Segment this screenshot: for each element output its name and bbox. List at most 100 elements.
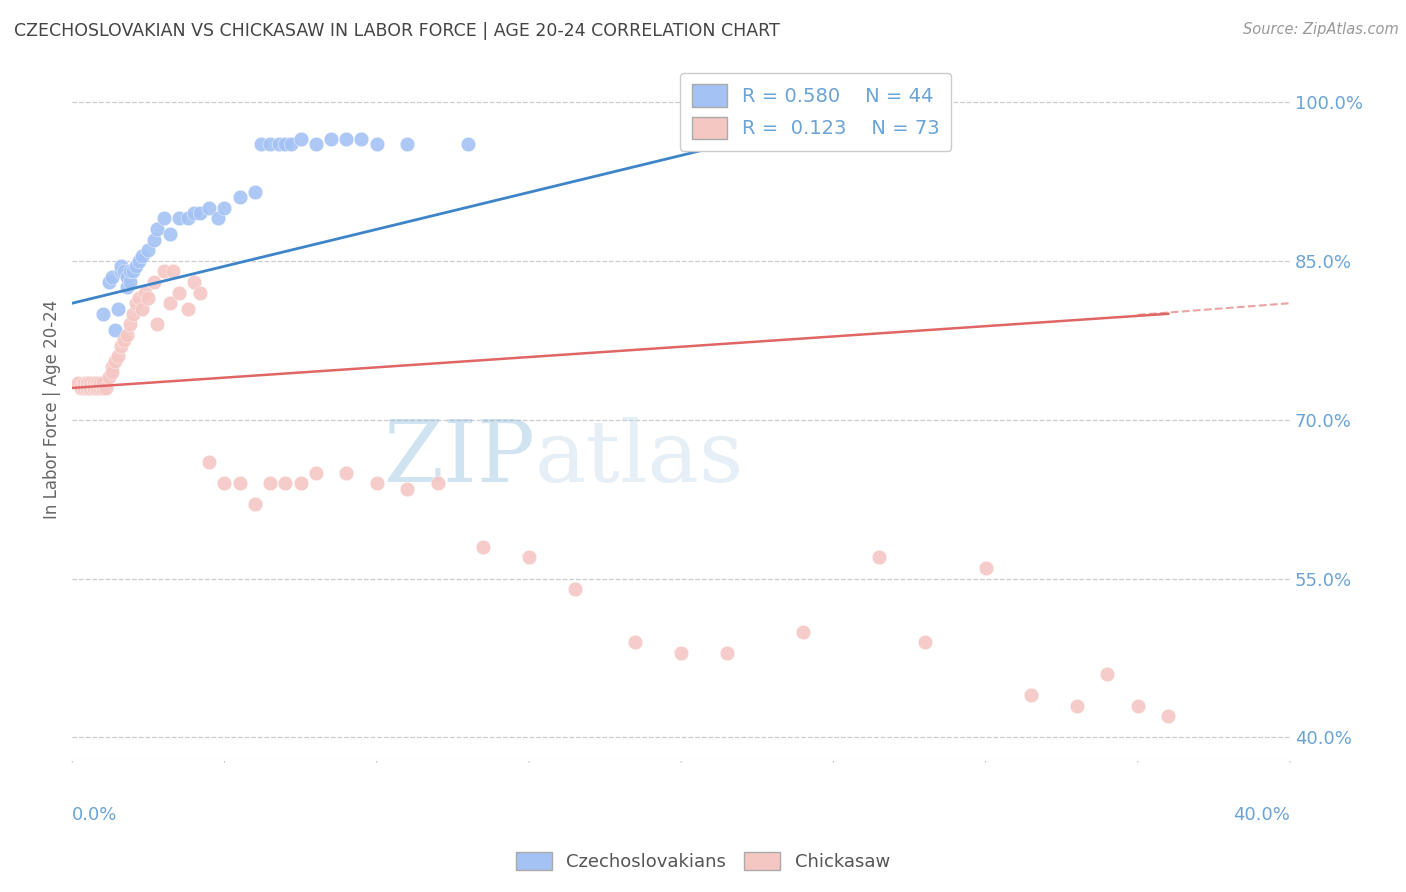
Text: atlas: atlas	[536, 417, 744, 500]
Point	[125, 259, 148, 273]
Point	[76, 376, 98, 390]
Point	[89, 376, 111, 390]
Point	[564, 582, 586, 597]
Point	[335, 132, 357, 146]
Point	[198, 455, 221, 469]
Point	[259, 137, 281, 152]
Point	[91, 376, 114, 390]
Point	[67, 376, 90, 390]
Point	[131, 248, 153, 262]
Point	[101, 365, 124, 379]
Point	[259, 476, 281, 491]
Point	[188, 206, 211, 220]
Point	[716, 95, 738, 109]
Point	[426, 476, 449, 491]
Point	[120, 275, 142, 289]
Point	[86, 381, 108, 395]
Point	[198, 201, 221, 215]
Y-axis label: In Labor Force | Age 20-24: In Labor Force | Age 20-24	[44, 300, 60, 519]
Point	[125, 296, 148, 310]
Point	[228, 476, 250, 491]
Point	[143, 233, 166, 247]
Point	[159, 227, 181, 242]
Point	[177, 301, 200, 316]
Point	[76, 381, 98, 395]
Legend: R = 0.580    N = 44, R =  0.123    N = 73: R = 0.580 N = 44, R = 0.123 N = 73	[681, 73, 952, 151]
Point	[1066, 698, 1088, 713]
Point	[70, 381, 93, 395]
Legend: Czechoslovakians, Chickasaw: Czechoslovakians, Chickasaw	[509, 845, 897, 879]
Point	[91, 381, 114, 395]
Point	[335, 466, 357, 480]
Point	[1019, 688, 1042, 702]
Point	[269, 137, 291, 152]
Point	[128, 291, 150, 305]
Point	[243, 498, 266, 512]
Point	[83, 381, 105, 395]
Point	[138, 291, 160, 305]
Point	[274, 476, 297, 491]
Point	[120, 318, 142, 332]
Point	[97, 370, 120, 384]
Point	[76, 381, 98, 395]
Point	[73, 376, 96, 390]
Point	[457, 137, 479, 152]
Point	[122, 264, 145, 278]
Point	[280, 137, 302, 152]
Point	[183, 206, 205, 220]
Point	[115, 280, 138, 294]
Point	[101, 269, 124, 284]
Text: 0.0%: 0.0%	[72, 806, 118, 824]
Point	[350, 132, 373, 146]
Point	[146, 318, 169, 332]
Point	[112, 333, 135, 347]
Point	[366, 137, 388, 152]
Point	[396, 482, 419, 496]
Point	[792, 624, 814, 639]
Point	[624, 635, 647, 649]
Point	[177, 211, 200, 226]
Point	[472, 540, 495, 554]
Point	[974, 561, 997, 575]
Text: ZIP: ZIP	[382, 417, 536, 500]
Point	[122, 307, 145, 321]
Point	[131, 301, 153, 316]
Point	[73, 381, 96, 395]
Point	[89, 381, 111, 395]
Point	[1157, 709, 1180, 723]
Point	[228, 190, 250, 204]
Point	[716, 646, 738, 660]
Point	[86, 381, 108, 395]
Point	[143, 275, 166, 289]
Point	[110, 338, 132, 352]
Point	[319, 132, 342, 146]
Point	[152, 264, 174, 278]
Point	[79, 381, 101, 395]
Point	[250, 137, 273, 152]
Point	[396, 137, 419, 152]
Text: Source: ZipAtlas.com: Source: ZipAtlas.com	[1243, 22, 1399, 37]
Point	[274, 137, 297, 152]
Point	[214, 201, 236, 215]
Point	[128, 253, 150, 268]
Point	[104, 323, 127, 337]
Point	[94, 381, 117, 395]
Point	[183, 275, 205, 289]
Point	[167, 285, 190, 300]
Point	[97, 275, 120, 289]
Point	[290, 132, 312, 146]
Point	[115, 328, 138, 343]
Point	[76, 376, 98, 390]
Point	[79, 376, 101, 390]
Text: 40.0%: 40.0%	[1233, 806, 1291, 824]
Point	[868, 550, 890, 565]
Point	[120, 264, 142, 278]
Point	[83, 376, 105, 390]
Point	[86, 376, 108, 390]
Point	[152, 211, 174, 226]
Point	[243, 185, 266, 199]
Point	[83, 381, 105, 395]
Point	[79, 381, 101, 395]
Point	[101, 359, 124, 374]
Point	[669, 646, 692, 660]
